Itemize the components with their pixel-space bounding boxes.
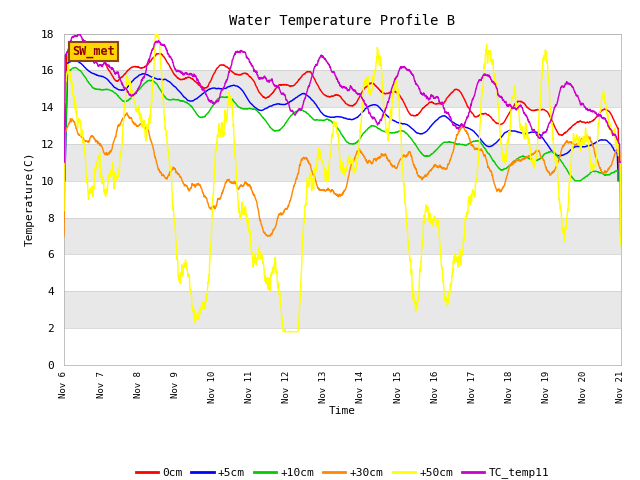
Y-axis label: Temperature(C): Temperature(C) [25, 152, 35, 246]
Bar [64, 107, 621, 144]
Title: Water Temperature Profile B: Water Temperature Profile B [229, 14, 456, 28]
Text: SW_met: SW_met [72, 46, 115, 59]
Bar [64, 217, 621, 254]
Bar [64, 181, 621, 217]
Bar [64, 328, 621, 365]
Bar [64, 144, 621, 181]
Legend: 0cm, +5cm, +10cm, +30cm, +50cm, TC_temp11: 0cm, +5cm, +10cm, +30cm, +50cm, TC_temp1… [131, 463, 554, 480]
Bar [64, 71, 621, 107]
Bar [64, 254, 621, 291]
Bar [64, 291, 621, 328]
Bar [64, 34, 621, 71]
X-axis label: Time: Time [329, 406, 356, 416]
